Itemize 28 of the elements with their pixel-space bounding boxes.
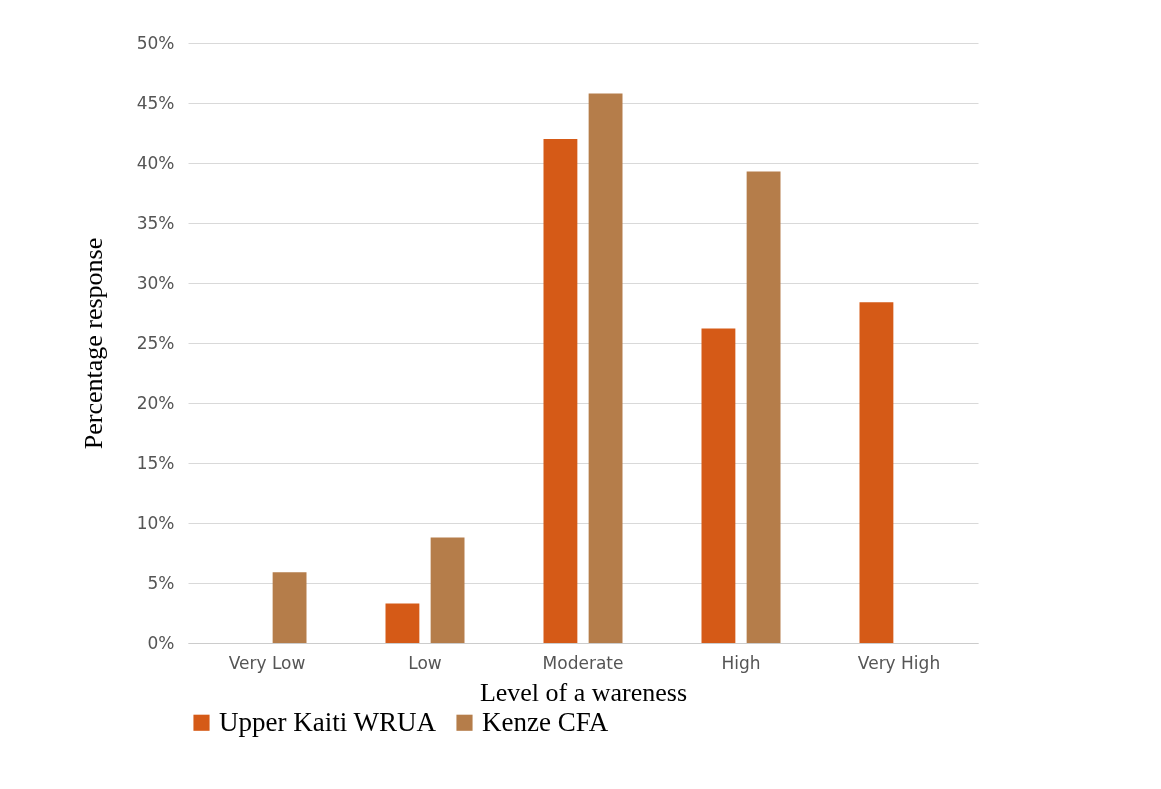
bar: [272, 572, 307, 643]
x-tick-label: High: [721, 652, 761, 673]
y-tick-label: 20%: [136, 392, 175, 413]
y-tick-label: 5%: [147, 572, 175, 593]
y-tick-label: 45%: [136, 92, 175, 113]
y-tick-label: 30%: [136, 272, 175, 293]
y-tick-label: 35%: [136, 212, 175, 233]
y-tick-label: 25%: [136, 332, 175, 353]
legend-label: Upper Kaiti WRUA: [219, 706, 437, 737]
x-tick-label: Very Low: [228, 652, 306, 673]
bar: [588, 93, 623, 643]
x-tick-label: Low: [408, 652, 442, 673]
y-tick-label: 50%: [136, 32, 175, 53]
y-tick-label: 15%: [136, 452, 175, 473]
bar: [543, 139, 578, 643]
x-tick-label: Moderate: [542, 652, 624, 673]
bar: [430, 537, 465, 643]
y-tick-label: 0%: [147, 632, 175, 653]
x-tick-label: Very High: [857, 652, 941, 673]
legend-label: Kenze CFA: [482, 706, 609, 737]
bar: [701, 328, 736, 643]
y-tick-label: 40%: [136, 152, 175, 173]
x-axis-title: Level of a wareness: [479, 677, 688, 707]
bar: [385, 603, 420, 643]
y-axis-title: Percentage response: [78, 237, 108, 450]
y-tick-label: 10%: [136, 512, 175, 533]
bar: [746, 171, 781, 643]
bar: [859, 302, 894, 643]
